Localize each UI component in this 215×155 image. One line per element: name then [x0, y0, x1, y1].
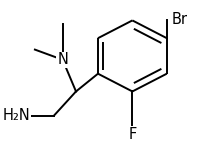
- Text: Br: Br: [172, 12, 187, 27]
- Text: F: F: [128, 127, 137, 142]
- Text: N: N: [57, 52, 68, 67]
- Text: H₂N: H₂N: [2, 108, 30, 123]
